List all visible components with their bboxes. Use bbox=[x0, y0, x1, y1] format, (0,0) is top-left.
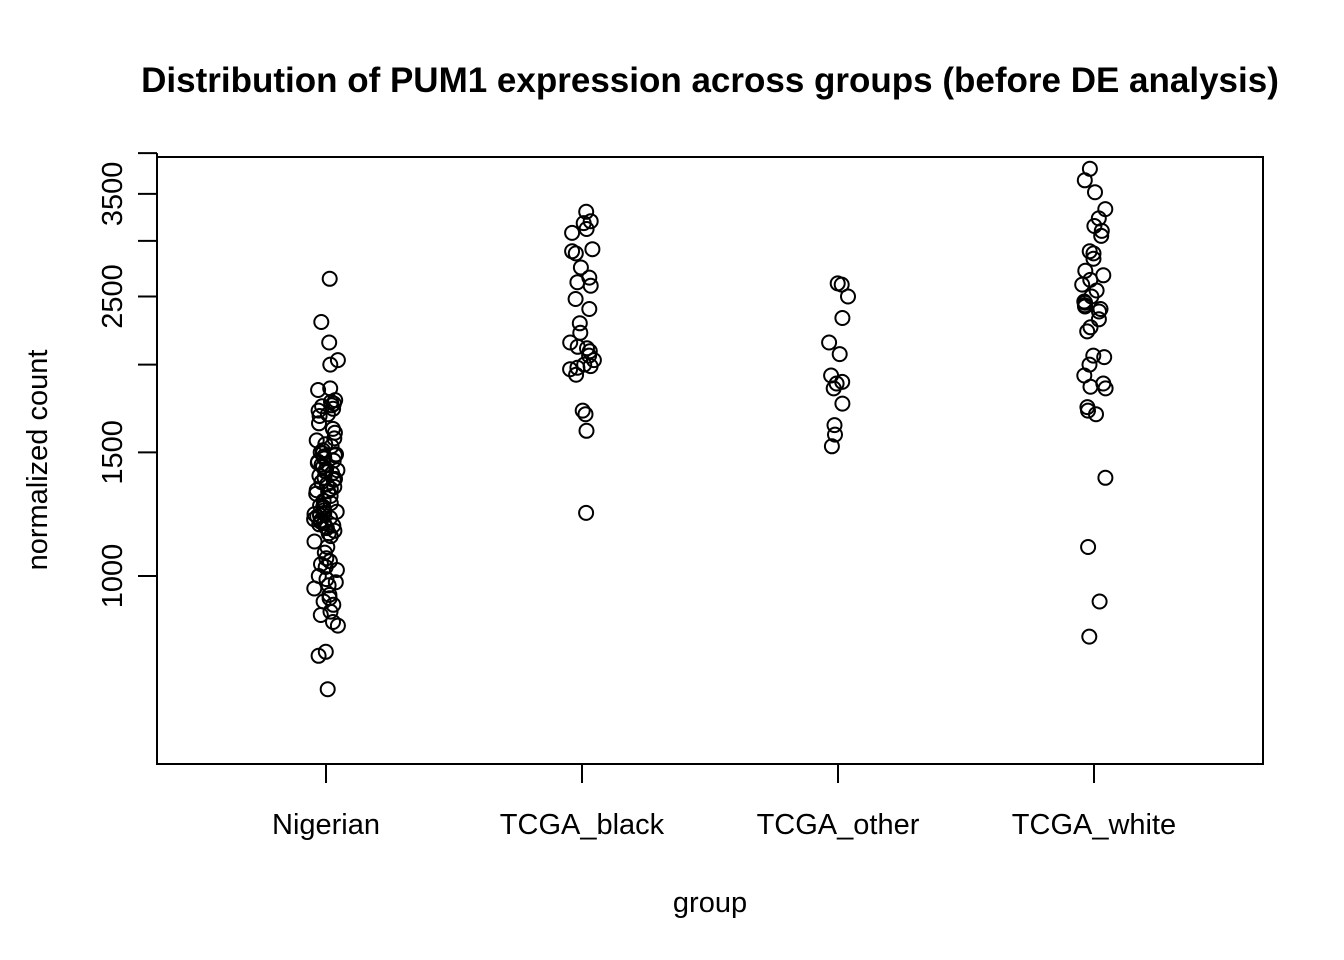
y-tick-label: 3500 bbox=[97, 162, 129, 227]
data-points bbox=[306, 160, 1114, 698]
x-axis: Nigerian TCGA_black TCGA_other TCGA_white bbox=[272, 764, 1176, 841]
data-point bbox=[581, 347, 598, 364]
data-point bbox=[821, 334, 838, 351]
data-point bbox=[1080, 402, 1096, 419]
data-point bbox=[1082, 378, 1099, 395]
data-point bbox=[564, 224, 581, 241]
data-point bbox=[578, 221, 595, 237]
data-point bbox=[1088, 406, 1104, 423]
data-point bbox=[319, 406, 336, 423]
data-point bbox=[319, 681, 336, 698]
data-point bbox=[322, 356, 339, 373]
data-point bbox=[568, 366, 585, 383]
y-axis-label: normalized count bbox=[22, 350, 54, 571]
data-point bbox=[1091, 303, 1107, 320]
data-point bbox=[329, 352, 346, 369]
y-tick-label: 2500 bbox=[97, 264, 129, 329]
data-point bbox=[1074, 276, 1091, 293]
data-point bbox=[1085, 250, 1102, 267]
data-point bbox=[823, 438, 840, 455]
data-point bbox=[574, 402, 591, 419]
data-point bbox=[567, 245, 584, 262]
data-point bbox=[325, 614, 341, 630]
data-point bbox=[834, 395, 851, 412]
data-point bbox=[1093, 222, 1110, 239]
data-point bbox=[569, 274, 586, 291]
x-tick-label: TCGA_other bbox=[757, 809, 920, 841]
data-point bbox=[328, 562, 345, 578]
data-point bbox=[1087, 184, 1103, 201]
y-axis: 1000 1500 2500 3500 bbox=[97, 152, 158, 609]
data-point bbox=[310, 382, 327, 398]
data-point bbox=[1082, 319, 1099, 336]
data-point bbox=[827, 426, 843, 443]
data-point bbox=[1079, 323, 1096, 340]
data-point bbox=[329, 617, 346, 634]
data-point bbox=[572, 259, 589, 276]
data-point bbox=[1077, 298, 1093, 315]
data-point bbox=[322, 528, 339, 545]
chart-title: Distribution of PUM1 expression across g… bbox=[141, 61, 1279, 100]
data-point bbox=[581, 301, 598, 317]
data-point bbox=[1091, 593, 1108, 610]
data-point bbox=[311, 408, 328, 424]
data-point bbox=[571, 315, 588, 332]
data-point bbox=[578, 504, 595, 521]
data-point bbox=[1090, 311, 1107, 328]
x-tick-label: TCGA_white bbox=[1012, 809, 1176, 841]
data-point bbox=[312, 607, 329, 623]
data-point bbox=[1076, 172, 1093, 189]
data-point bbox=[567, 291, 584, 307]
data-point bbox=[306, 580, 323, 597]
data-point bbox=[321, 334, 338, 351]
data-point bbox=[831, 346, 848, 363]
data-point bbox=[1095, 267, 1112, 284]
data-point bbox=[315, 492, 332, 509]
data-point bbox=[1093, 227, 1110, 244]
x-tick-label: TCGA_black bbox=[500, 809, 665, 841]
data-point bbox=[1081, 628, 1098, 645]
data-point bbox=[313, 314, 330, 330]
data-point bbox=[578, 422, 595, 439]
data-point bbox=[1085, 347, 1102, 364]
data-point bbox=[826, 417, 843, 434]
data-point bbox=[1097, 380, 1114, 397]
x-axis-label: group bbox=[673, 887, 747, 919]
data-point bbox=[569, 359, 586, 376]
data-point bbox=[322, 603, 339, 620]
data-point bbox=[1097, 469, 1114, 486]
data-point bbox=[582, 277, 599, 294]
x-tick-label: Nigerian bbox=[272, 809, 380, 841]
data-point bbox=[310, 647, 327, 664]
data-point bbox=[314, 398, 331, 415]
data-point bbox=[311, 415, 327, 432]
data-point bbox=[1080, 539, 1097, 555]
y-tick-label: 1000 bbox=[97, 544, 129, 609]
data-point bbox=[577, 406, 594, 423]
data-point bbox=[825, 380, 842, 397]
data-point bbox=[327, 574, 344, 591]
data-point bbox=[310, 402, 327, 419]
data-point bbox=[1085, 245, 1102, 262]
data-point bbox=[321, 270, 338, 287]
data-point bbox=[579, 340, 595, 357]
data-point bbox=[584, 241, 601, 258]
data-point bbox=[834, 310, 851, 326]
data-point bbox=[1096, 349, 1113, 366]
data-point bbox=[840, 288, 856, 305]
data-point bbox=[582, 213, 599, 230]
data-point bbox=[578, 203, 595, 220]
y-tick-label: 1500 bbox=[97, 420, 129, 485]
